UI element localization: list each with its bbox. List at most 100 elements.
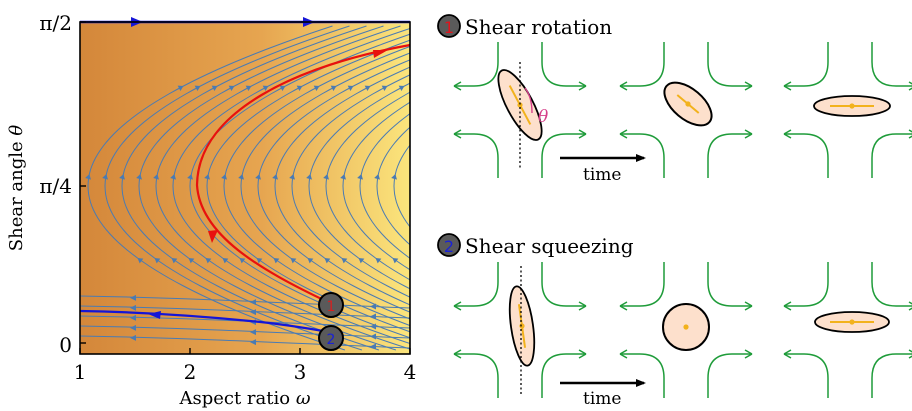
flow-hyperbola <box>871 353 912 398</box>
streamline-arrow <box>306 174 312 180</box>
flow-hyperbola <box>541 42 586 87</box>
ellipse-vertical <box>508 285 536 367</box>
circle-state <box>662 303 710 351</box>
flow-hyperbola <box>707 133 752 178</box>
ellipse-tilted <box>497 69 543 141</box>
streamline-arrow <box>374 174 380 180</box>
streamline-arrow <box>279 85 286 91</box>
streamline-arrow <box>102 174 108 180</box>
streamline <box>121 25 380 351</box>
ellipse-horizontal <box>813 95 891 117</box>
flow-arrow <box>453 129 462 139</box>
streamline-arrow <box>222 258 229 264</box>
flow-hyperbola <box>871 262 912 307</box>
ellipse-horizontal-2 <box>814 311 890 333</box>
streamline <box>376 126 410 246</box>
marker-1-number: 1 <box>327 299 336 315</box>
streamline-arrow <box>239 258 246 264</box>
flow-hyperbola <box>454 262 499 307</box>
streamline <box>308 82 410 290</box>
x-tick-3: 3 <box>294 360 307 384</box>
flow-arrow <box>744 349 753 359</box>
streamline-arrow <box>171 258 178 264</box>
streamline-arrow <box>370 323 376 330</box>
streamline <box>411 26 668 350</box>
x-axis-label: Aspect ratio ω <box>178 388 310 409</box>
flow-arrow <box>783 81 792 91</box>
streamline <box>325 91 410 281</box>
flow-arrow <box>783 301 792 311</box>
flow-hyperbola <box>871 42 912 87</box>
flow-hyperbola <box>871 133 912 178</box>
streamline <box>104 25 363 351</box>
red-trajectory <box>195 43 411 304</box>
streamline <box>393 144 410 228</box>
streamline-arrow <box>381 85 388 91</box>
streamline-arrow <box>370 333 376 340</box>
flow-frame <box>619 42 753 178</box>
flow-frame <box>783 42 912 178</box>
streamline <box>138 25 397 351</box>
panel-shear-rotation: 1 Shear rotation θ time <box>437 14 912 185</box>
streamline-arrow <box>289 174 295 180</box>
flow-arrow <box>908 81 912 91</box>
panel-1-title: Shear rotation <box>465 15 612 39</box>
flow-arrow <box>783 349 792 359</box>
streamline-arrow <box>228 85 235 91</box>
flow-arrow <box>578 349 587 359</box>
y-tick-pi2: π/2 <box>39 11 72 35</box>
streamline-arrow <box>187 174 193 180</box>
flow-arrow <box>619 349 628 359</box>
x-ticks <box>79 348 411 354</box>
flow-frame <box>453 42 587 178</box>
flow-hyperbola <box>620 262 665 307</box>
flow-hyperbola <box>454 42 499 87</box>
flow-hyperbola <box>620 353 665 398</box>
theta-arc <box>524 87 533 114</box>
streamline-arrow <box>307 258 314 264</box>
flow-arrow <box>578 81 587 91</box>
flow-arrow <box>744 81 753 91</box>
marker-2: 2 <box>318 325 344 351</box>
flow-hyperbola <box>541 133 586 178</box>
streamline-arrow <box>392 258 399 264</box>
streamline <box>155 25 410 350</box>
flow-hyperbola <box>784 262 829 307</box>
marker-1: 1 <box>318 292 344 318</box>
flow-hyperbola <box>454 133 499 178</box>
flow-arrow <box>744 129 753 139</box>
streamline-arrow <box>177 85 184 91</box>
streamline-arrow <box>375 258 382 264</box>
flow-hyperbola <box>620 42 665 87</box>
flow-hyperbola <box>620 133 665 178</box>
flow-arrow <box>619 81 628 91</box>
streamline-arrow <box>238 174 244 180</box>
flow-hyperbola <box>784 42 829 87</box>
flow-frame <box>453 262 587 398</box>
theta-label: θ <box>538 107 548 127</box>
flow-arrow <box>744 301 753 311</box>
flow-arrow <box>453 301 462 311</box>
streamline-arrow <box>364 85 371 91</box>
streamline <box>291 74 410 298</box>
time-label-1: time <box>583 165 621 185</box>
flow-hyperbola <box>454 353 499 398</box>
streamline <box>274 66 410 306</box>
streamline-arrow <box>250 299 256 306</box>
svg-text:1: 1 <box>444 18 454 37</box>
streamline-arrow <box>313 85 320 91</box>
streamline-arrow <box>323 174 329 180</box>
streamline-arrow <box>136 174 142 180</box>
streamline-arrow <box>204 174 210 180</box>
streamline-arrow <box>130 324 136 331</box>
marker-2-number: 2 <box>327 332 336 348</box>
streamline-arrow <box>130 314 136 321</box>
streamline-arrow <box>357 174 363 180</box>
flow-hyperbola <box>707 42 752 87</box>
flow-frame <box>783 262 912 398</box>
streamline-arrow <box>358 258 365 264</box>
streamline-arrow <box>340 174 346 180</box>
blue-trajectory <box>79 309 331 334</box>
flow-arrow <box>908 301 912 311</box>
